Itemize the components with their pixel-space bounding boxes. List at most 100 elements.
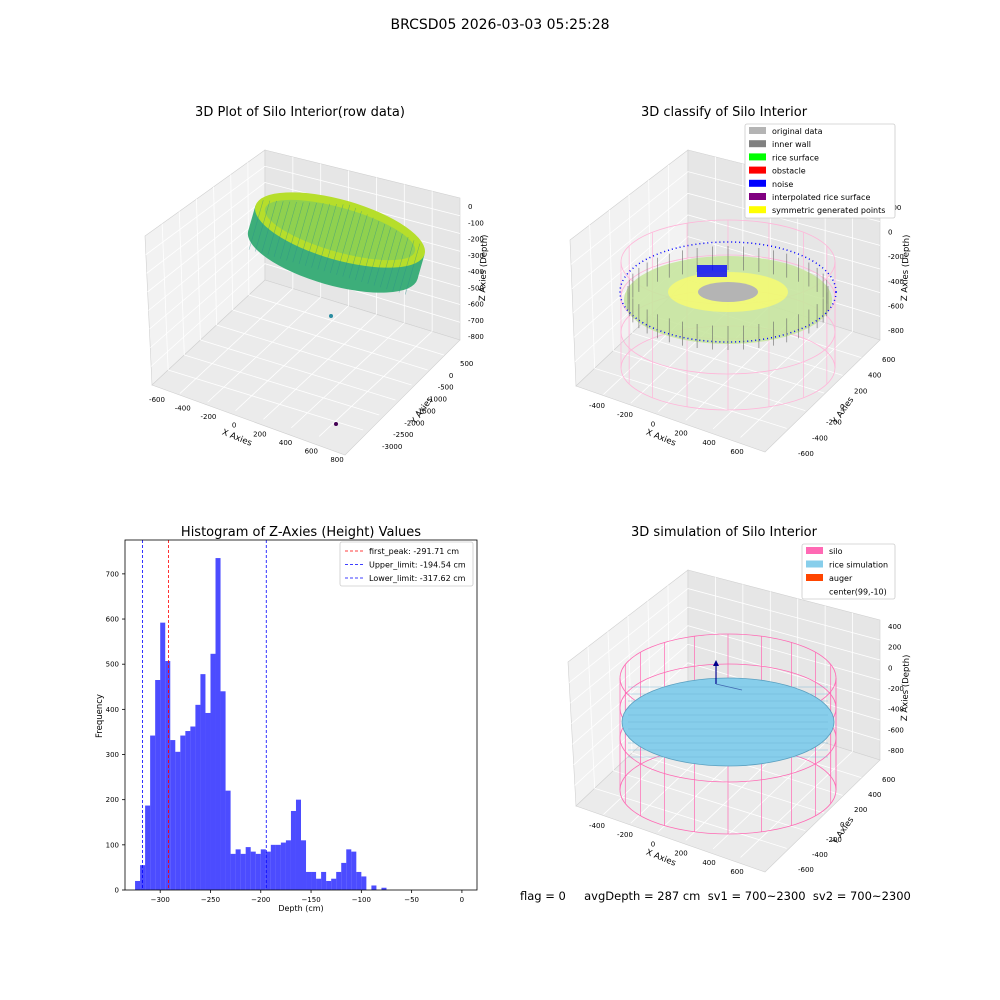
histogram-bar xyxy=(155,680,161,890)
gridline xyxy=(179,288,294,394)
histogram-bar xyxy=(135,880,141,890)
auger-arrow xyxy=(713,660,719,666)
histogram-bar xyxy=(361,876,367,890)
z-tick-label: 400 xyxy=(888,623,901,631)
floor-pane xyxy=(151,279,461,456)
histogram-bar xyxy=(346,849,352,890)
point-column xyxy=(336,207,356,275)
y-tick-label: 600 xyxy=(882,776,895,784)
x-tick-label: -200 xyxy=(617,411,633,419)
y-tick-label: 200 xyxy=(854,806,867,814)
x-axis-label: X Axies xyxy=(220,428,253,449)
z-tick-label: -800 xyxy=(468,333,484,341)
histogram-bar xyxy=(280,842,286,890)
x-axis-label: X Axies xyxy=(644,428,677,449)
legend-frame xyxy=(744,123,896,219)
gridline xyxy=(608,209,614,351)
gridline xyxy=(150,263,461,367)
point-column xyxy=(267,201,284,256)
legend-swatch xyxy=(749,166,766,174)
histogram-bar xyxy=(190,726,196,890)
y-tick-label: 200 xyxy=(854,387,867,395)
y-tick-label: 600 xyxy=(106,616,119,624)
histogram-bar xyxy=(225,790,231,890)
histogram-bar xyxy=(295,799,301,890)
gridline xyxy=(200,339,396,401)
y-tick-label: -200 xyxy=(826,419,842,427)
legend-label: rice simulation xyxy=(829,561,888,570)
point-column xyxy=(311,203,331,268)
legend-swatch xyxy=(806,574,823,581)
point-column xyxy=(354,217,374,281)
z-tick-label: -600 xyxy=(888,302,904,310)
raw-data-3d-panel: 3D Plot of Silo Interior(row data) -600 -4… xyxy=(144,105,490,464)
point-column xyxy=(323,204,344,272)
gridline xyxy=(740,751,853,858)
panel-title: 3D Plot of Silo Interior(row data) xyxy=(195,105,405,120)
histogram-bar xyxy=(245,847,251,890)
x-tick-label: 800 xyxy=(330,456,343,464)
point-column xyxy=(286,202,304,261)
gridline xyxy=(230,174,234,311)
legend-label: original data xyxy=(772,127,823,136)
z-tick-label: -200 xyxy=(888,685,904,693)
histogram-bar xyxy=(341,862,347,890)
y-tick-label: 500 xyxy=(460,360,473,368)
histogram-bar xyxy=(301,840,307,890)
gridline xyxy=(213,186,217,326)
gridline xyxy=(184,354,380,416)
z-tick-label: -400 xyxy=(888,278,904,286)
gridline xyxy=(712,742,826,850)
stray-point xyxy=(334,422,338,426)
plot-frame xyxy=(124,539,478,891)
gridline xyxy=(247,162,250,296)
x-tick-label: 600 xyxy=(730,448,743,456)
histogram-bar xyxy=(255,853,261,890)
x-tick-label: −300 xyxy=(151,896,170,904)
histogram-bar xyxy=(210,653,216,890)
y-tick-label: -400 xyxy=(812,434,828,442)
z-tick-label: 0 xyxy=(468,203,472,211)
y-tick-label: -1500 xyxy=(415,407,435,415)
gridline xyxy=(235,305,349,412)
histogram-bar xyxy=(240,853,246,890)
histogram-bar xyxy=(336,871,342,890)
y-tick-label: -400 xyxy=(812,851,828,859)
legend-label: first_peak: -291.71 cm xyxy=(369,547,459,556)
histogram-bar xyxy=(285,840,291,890)
z-axis-label: Z Axies (Depth) xyxy=(900,654,912,721)
x-tick-label: -200 xyxy=(617,831,633,839)
gridline xyxy=(207,296,321,403)
disc-top-inner xyxy=(264,199,416,261)
y-axis-label: Y Axies xyxy=(830,395,857,427)
point-column xyxy=(248,200,264,250)
z-tick-label: -600 xyxy=(888,726,904,734)
gridline xyxy=(607,631,614,771)
histogram-bar xyxy=(220,691,226,890)
legend-label: symmetric generated points xyxy=(772,206,885,215)
legend-label: obstacle xyxy=(772,167,806,176)
point-column xyxy=(373,227,391,286)
x-axis-label: Depth (cm) xyxy=(278,904,323,913)
x-tick-label: 0 xyxy=(651,840,655,848)
z-axis-label: Z Axies (Depth) xyxy=(900,234,912,301)
gridline xyxy=(263,313,377,420)
point-column xyxy=(398,240,415,293)
panel-title: 3D simulation of Silo Interior xyxy=(631,525,818,540)
noise-cluster xyxy=(697,265,727,277)
gridline xyxy=(248,294,444,356)
legend-swatch xyxy=(806,560,823,568)
point-column xyxy=(348,214,368,279)
histogram-legend: first_peak: -291.71 cm Upper_limit: -194.… xyxy=(339,541,474,587)
y-tick-label: 700 xyxy=(106,570,119,578)
y-tick-label: 500 xyxy=(106,661,119,669)
y-tick-label: -600 xyxy=(798,866,814,874)
x-tick-label: 400 xyxy=(279,439,292,447)
z-tick-label: -100 xyxy=(468,219,484,227)
legend-label: noise xyxy=(772,180,793,189)
z-tick-label: -800 xyxy=(888,747,904,755)
x-tick-label: -400 xyxy=(175,405,191,413)
histogram-bar xyxy=(170,740,176,890)
legend-label: interpolated rice surface xyxy=(772,193,870,202)
